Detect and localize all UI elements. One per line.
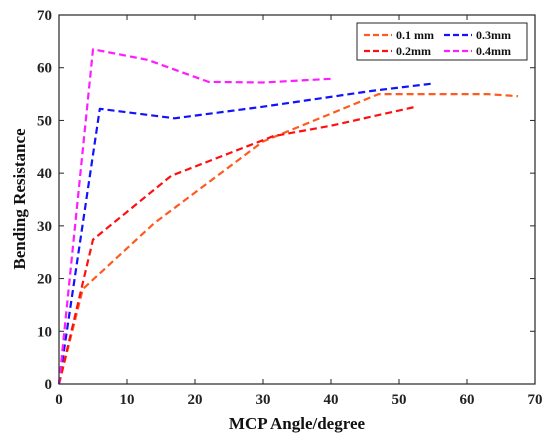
- x-tick-label: 40: [324, 392, 339, 408]
- series-line: [57, 48, 332, 385]
- x-tick-label: 60: [460, 392, 475, 408]
- y-tick-label: 10: [37, 324, 52, 340]
- legend: 0.1 mm 0.3mm 0.2mm 0.4mm: [356, 22, 528, 61]
- y-tick-label: 50: [37, 113, 52, 129]
- legend-label: 0.3mm: [476, 28, 511, 42]
- y-tick-label: 60: [37, 61, 52, 77]
- x-tick-label: 10: [120, 392, 135, 408]
- y-tick-label: 40: [37, 166, 52, 182]
- legend-box: [356, 22, 528, 61]
- series-line: [57, 105, 417, 385]
- y-tick-label: 20: [37, 272, 52, 288]
- y-tick-label: 70: [37, 8, 52, 24]
- plot-area: [59, 15, 535, 384]
- x-tick-label: 50: [392, 392, 407, 408]
- series-line: [57, 82, 434, 385]
- x-tick-label: 70: [528, 392, 543, 408]
- legend-label: 0.1 mm: [396, 28, 434, 42]
- series-layer: [57, 48, 519, 385]
- series-line: [57, 92, 519, 385]
- ticks-layer: 0 10 20 30 40 50 60 70 0 10 20 30 40 50 60 70: [37, 8, 543, 408]
- plot-frame: [58, 14, 536, 385]
- x-tick-label: 20: [188, 392, 203, 408]
- legend-label: 0.2mm: [396, 44, 431, 58]
- x-tick-label: 0: [55, 392, 63, 408]
- y-tick-label: 0: [45, 377, 53, 393]
- x-axis-title: MCP Angle/degree: [229, 414, 366, 433]
- x-tick-label: 30: [256, 392, 271, 408]
- y-tick-label: 30: [37, 219, 52, 235]
- y-axis-title: Bending Resistance: [10, 128, 29, 270]
- legend-label: 0.4mm: [476, 44, 511, 58]
